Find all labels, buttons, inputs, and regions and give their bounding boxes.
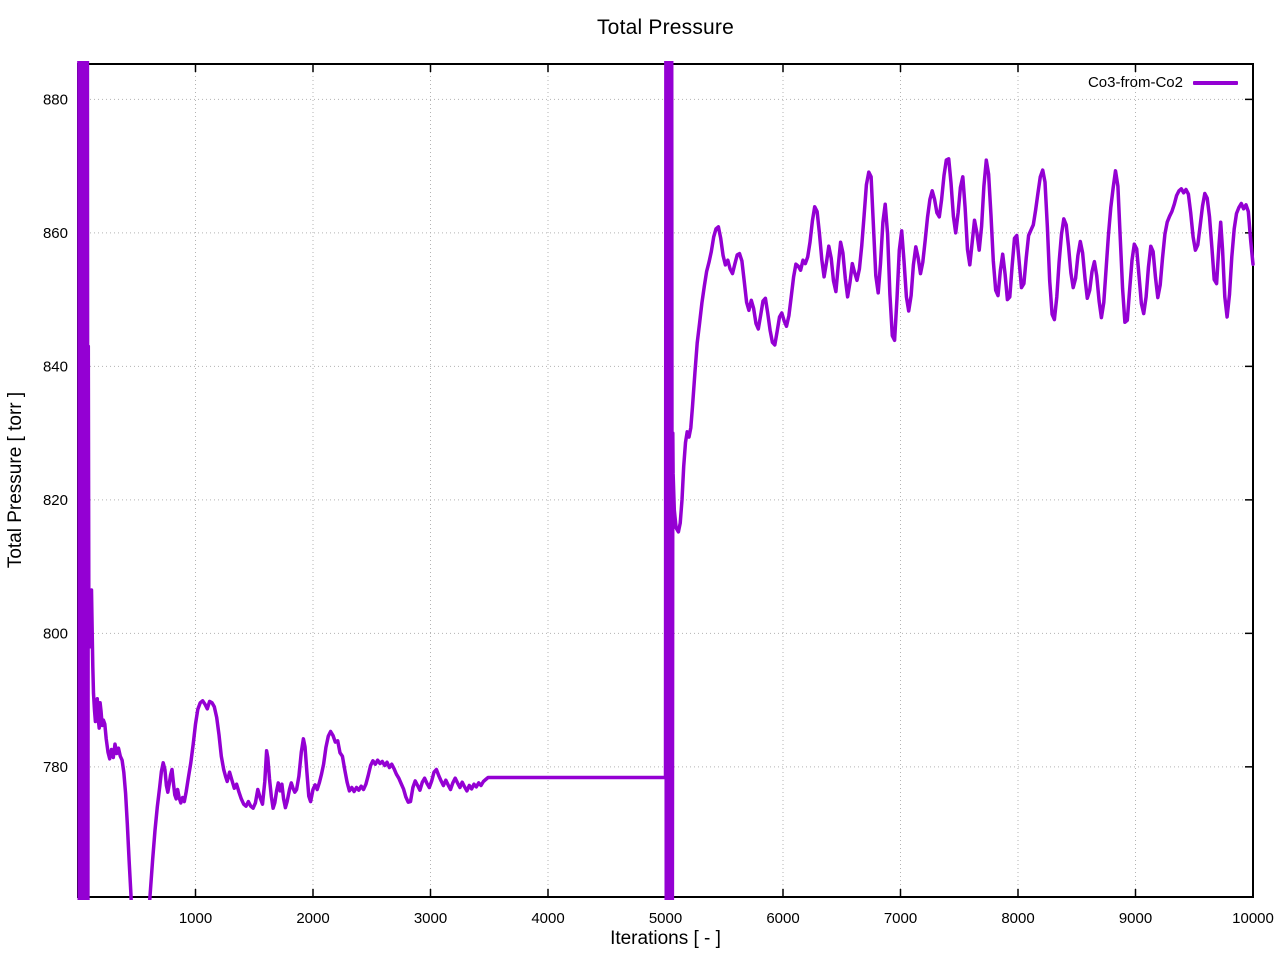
x-tick-label: 7000 [884,910,917,927]
legend-line-sample [1193,80,1238,85]
y-tick-label: 780 [43,759,68,776]
series-line-co3-from-co2 [77,61,1255,900]
x-tick-label: 5000 [649,910,682,927]
x-tick-label: 3000 [414,910,447,927]
y-tick-label: 860 [43,225,68,242]
x-axis-label: Iterations [ - ] [610,928,721,949]
legend-label: Co3-from-Co2 [1087,74,1183,91]
x-tick-label: 2000 [296,910,329,927]
legend: Co3-from-Co2 [1088,74,1238,91]
y-tick-label: 800 [43,625,68,642]
y-axis-label: Total Pressure [ torr ] [5,391,26,569]
x-tick-label: 10000 [1232,910,1274,927]
x-tick-label: 6000 [766,910,799,927]
x-tick-label: 9000 [1119,910,1152,927]
chart-title: Total Pressure [596,16,735,39]
y-tick-label: 820 [43,492,68,509]
y-tick-label: 840 [43,358,68,375]
x-tick-label: 4000 [531,910,564,927]
y-tick-label: 880 [43,91,68,108]
x-tick-label: 8000 [1001,910,1034,927]
x-tick-label: 1000 [179,910,212,927]
